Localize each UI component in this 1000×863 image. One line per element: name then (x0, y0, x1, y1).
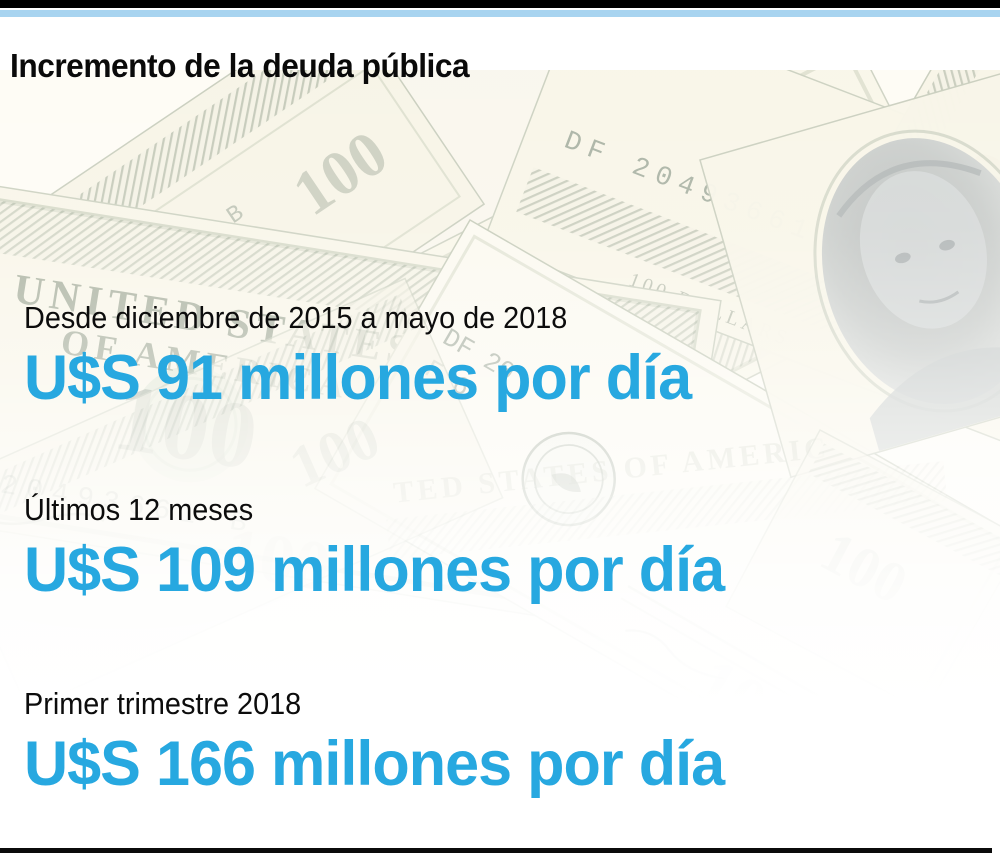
stat-value: U$S 91 millones por día (24, 343, 692, 413)
stat-period-label: Últimos 12 meses (24, 492, 254, 527)
stat-block-last-12-months: Últimos 12 meses U$S 109 millones por dí… (24, 492, 746, 603)
stat-value: U$S 166 millones por día (24, 729, 725, 799)
stat-block-2015-2018: Desde diciembre de 2015 a mayo de 2018 U… (24, 300, 712, 411)
top-black-bar (0, 0, 1000, 8)
stat-block-q1-2018: Primer trimestre 2018 U$S 166 millones p… (24, 686, 746, 797)
stat-value: U$S 109 millones por día (24, 535, 725, 605)
top-light-blue-bar (0, 10, 1000, 17)
page-title: Incremento de la deuda pública (10, 47, 470, 85)
stat-period-label: Desde diciembre de 2015 a mayo de 2018 (24, 300, 568, 335)
bottom-rule (0, 848, 992, 853)
white-fade-overlay (0, 70, 1000, 863)
stat-period-label: Primer trimestre 2018 (24, 686, 302, 721)
dollar-bills-photo: 7 B 100 DF 2049366 100 DF 20493661 B 100… (0, 70, 1000, 863)
